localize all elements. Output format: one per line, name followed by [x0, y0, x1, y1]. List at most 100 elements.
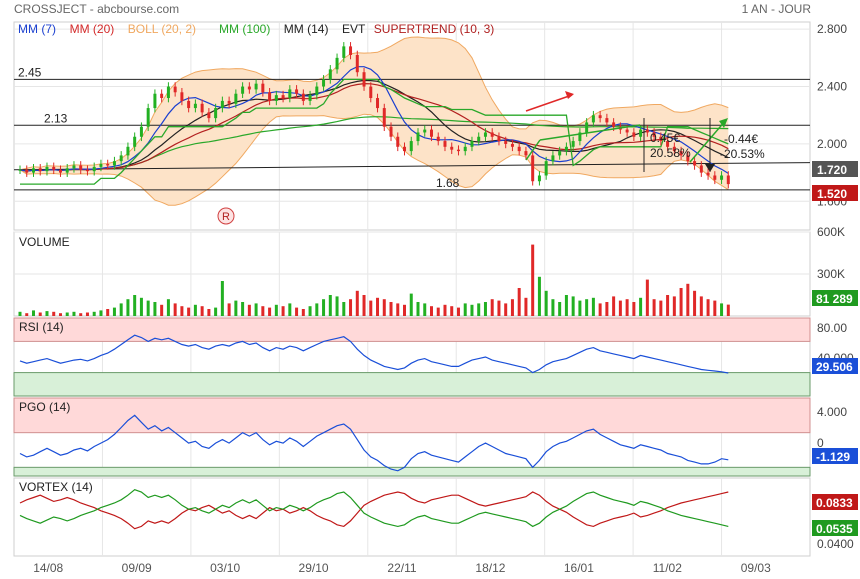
candle-body — [652, 132, 656, 137]
volume-bar — [322, 299, 326, 316]
volume-bar — [396, 303, 400, 316]
volume-bar — [585, 299, 589, 316]
candle-body — [342, 46, 346, 58]
candle-body — [214, 108, 218, 119]
volume-bar — [389, 302, 393, 316]
supertrend-line — [20, 78, 729, 185]
candle-body — [558, 151, 562, 156]
volume-bar — [598, 303, 602, 316]
pgo-panel-line — [19, 414, 729, 472]
candle-body — [227, 100, 231, 104]
candle-body — [517, 146, 521, 152]
candle-body — [531, 155, 535, 182]
x-tick-label: 03/10 — [210, 561, 240, 575]
volume-bar — [618, 300, 622, 316]
candle-body — [241, 86, 245, 94]
candle-body — [409, 141, 413, 152]
legend-item: BOLL (20, 2) — [128, 22, 196, 36]
x-tick-label: 18/12 — [475, 561, 505, 575]
volume-title: VOLUME — [19, 235, 70, 249]
volume-bar — [524, 297, 528, 316]
volume-bar — [376, 297, 380, 316]
candle-body — [510, 143, 514, 147]
volume-bar — [173, 303, 177, 316]
volume-bar — [645, 279, 649, 316]
rsi-panel-tick-label: 80.00 — [817, 321, 847, 335]
vortex-plus-last-box — [812, 494, 858, 510]
candle-body — [450, 146, 454, 150]
candle-body — [220, 100, 224, 109]
legend-item: MM (7) — [18, 22, 56, 36]
candle-body — [666, 141, 670, 147]
candle-body — [591, 115, 595, 123]
candle-body — [38, 168, 42, 172]
volume-bar — [187, 307, 191, 316]
candle-body — [99, 164, 103, 167]
annotation-pct-1: 20.58% — [650, 146, 691, 160]
candle-body — [713, 175, 717, 180]
bollinger-lower — [19, 113, 729, 206]
candle-body — [632, 132, 636, 137]
volume-bar — [65, 312, 69, 316]
candle-body — [106, 164, 110, 166]
annotation-delta-2: -0.44€ — [724, 132, 758, 146]
volume-bar — [726, 304, 730, 316]
trend-arrow-red-head — [565, 91, 574, 99]
volume-bar — [52, 311, 56, 316]
price-tick-label: 2.800 — [817, 22, 847, 36]
volume-bar — [200, 306, 204, 316]
candle-body — [301, 93, 305, 101]
level-label: 2.13 — [44, 111, 68, 125]
annotation-pct-2: -20.53% — [720, 147, 765, 161]
candle-body — [281, 95, 285, 99]
vortex-minus-last-box — [812, 520, 858, 536]
candle-body — [79, 165, 83, 170]
volume-bar — [234, 300, 238, 316]
candle-body — [612, 122, 616, 127]
vortex-minus-last-label: 0.0535 — [816, 522, 853, 536]
volume-bar — [504, 303, 508, 316]
volume-bar — [160, 304, 164, 316]
volume-bar — [686, 283, 690, 316]
volume-bar — [45, 311, 49, 316]
volume-bar — [328, 295, 332, 316]
legend-item: EVT — [342, 22, 366, 36]
candle-body — [726, 175, 730, 185]
candle-body — [254, 83, 258, 90]
volume-bar — [288, 303, 292, 316]
pgo-panel-last-box — [812, 448, 858, 464]
x-tick-label: 09/03 — [741, 561, 771, 575]
r-marker — [217, 207, 235, 225]
candle-body — [18, 169, 22, 171]
annotation-delta-1: 0.45€ — [650, 131, 680, 145]
candle-body — [65, 168, 69, 173]
candle-body — [524, 151, 528, 156]
candle-body — [544, 161, 548, 176]
legend-item: MM (100) — [219, 22, 270, 36]
volume-bar — [85, 312, 89, 316]
candle-body — [261, 83, 265, 93]
volume-bar — [207, 309, 211, 316]
header-title: CROSSJECT - abcbourse.com — [14, 2, 179, 16]
volume-bar — [349, 299, 353, 316]
volume-bar — [517, 288, 521, 316]
candle-body — [234, 93, 238, 104]
candle-body — [470, 141, 474, 147]
candle-body — [551, 155, 555, 162]
volume-bar — [261, 306, 265, 316]
volume-last-label: 81 289 — [816, 292, 853, 306]
candle-body — [463, 146, 467, 152]
candle-body — [423, 129, 427, 133]
volume-bar — [564, 295, 568, 316]
level-label: 2.45 — [18, 65, 42, 79]
candle-body — [389, 126, 393, 137]
volume-bar — [470, 304, 474, 316]
level-label: 1.68 — [436, 176, 460, 190]
volume-bar — [355, 290, 359, 316]
candle-body — [490, 132, 494, 137]
volume-bar — [659, 300, 663, 316]
candle-body — [564, 146, 568, 152]
volume-bar — [119, 303, 123, 316]
volume-bar — [551, 299, 555, 316]
volume-bar — [301, 309, 305, 316]
